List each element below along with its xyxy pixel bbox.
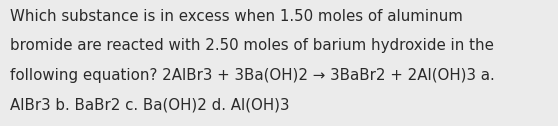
Text: Which substance is in excess when 1.50 moles of aluminum: Which substance is in excess when 1.50 m…	[10, 9, 463, 24]
Text: following equation? 2AlBr3 + 3Ba(OH)2 → 3BaBr2 + 2Al(OH)3 a.: following equation? 2AlBr3 + 3Ba(OH)2 → …	[10, 68, 495, 83]
Text: bromide are reacted with 2.50 moles of barium hydroxide in the: bromide are reacted with 2.50 moles of b…	[10, 38, 494, 53]
Text: AlBr3 b. BaBr2 c. Ba(OH)2 d. Al(OH)3: AlBr3 b. BaBr2 c. Ba(OH)2 d. Al(OH)3	[10, 98, 290, 113]
